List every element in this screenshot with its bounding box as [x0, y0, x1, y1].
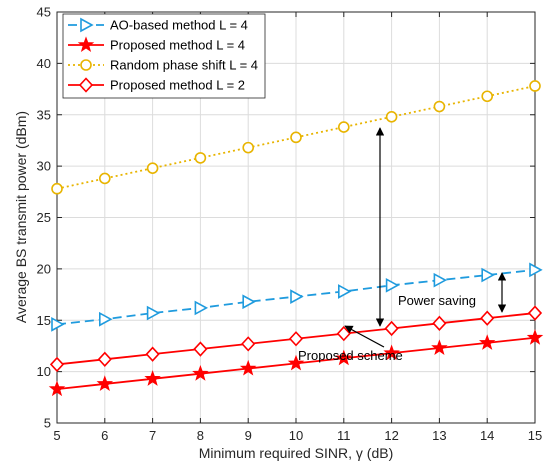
legend-box [62, 13, 266, 99]
y-tick-label: 5 [44, 416, 51, 431]
data-point [337, 121, 350, 133]
x-tick-label: 10 [289, 428, 303, 443]
y-tick-label: 40 [37, 56, 51, 71]
series-3 [49, 305, 543, 373]
data-point [99, 311, 113, 327]
data-point [242, 141, 254, 154]
series-1 [48, 329, 544, 397]
series-2 [51, 80, 541, 195]
y-tick-label: 10 [37, 364, 51, 379]
data-point [431, 339, 448, 356]
legend-label: Proposed method L = 2 [110, 78, 245, 93]
data-point [478, 334, 496, 350]
series-layer [48, 80, 544, 397]
x-tick-label: 7 [149, 428, 156, 443]
annotation-power-saving: Power saving [398, 293, 476, 308]
data-point [144, 370, 161, 386]
legend-item-0: AO-based method L = 4 [68, 18, 248, 33]
data-point [193, 341, 208, 357]
data-point [145, 346, 160, 362]
x-tick-label: 11 [337, 428, 351, 443]
data-point [194, 152, 207, 164]
series-0 [51, 262, 543, 332]
data-point [385, 111, 398, 123]
data-point [527, 305, 543, 321]
data-point [433, 272, 448, 288]
data-point [385, 277, 400, 293]
data-point [242, 294, 256, 310]
data-point [480, 310, 495, 326]
x-tick-label: 6 [101, 428, 108, 443]
legend-marker [77, 36, 95, 53]
annotation-layer: Power saving Proposed scheme [298, 127, 507, 363]
data-point [97, 351, 112, 367]
x-tick-label: 13 [432, 428, 446, 443]
series-line [56, 85, 536, 190]
data-point [51, 182, 63, 195]
data-point [49, 356, 65, 373]
data-point [529, 262, 543, 278]
legend: AO-based method L = 4 Proposed method L =… [62, 13, 266, 99]
data-point [337, 284, 352, 299]
y-tick-label: 45 [37, 5, 51, 20]
legend-label: Random phase shift L = 4 [110, 58, 258, 73]
data-point [192, 365, 209, 381]
data-point [96, 375, 114, 391]
x-tick-label: 15 [528, 428, 542, 443]
data-point [194, 300, 209, 316]
x-axis-label: Minimum required SINR, γ (dB) [199, 445, 394, 461]
legend-marker [80, 59, 92, 71]
data-point [335, 349, 353, 366]
data-point [146, 162, 159, 174]
y-tick-label: 25 [37, 210, 51, 225]
legend-marker [78, 77, 94, 93]
legend-item-2: Random phase shift L = 4 [68, 58, 258, 73]
data-point [290, 289, 304, 304]
y-tick-label: 20 [37, 261, 51, 276]
data-point [239, 359, 257, 376]
data-point [146, 305, 161, 321]
data-point [529, 80, 541, 92]
data-point [241, 336, 256, 352]
annotation-proposed-scheme: Proposed scheme [298, 348, 403, 363]
y-tick-label: 30 [37, 159, 51, 174]
x-tick-label: 9 [245, 428, 252, 443]
x-tick-label: 8 [197, 428, 204, 443]
data-point [432, 315, 447, 332]
y-axis-label: Average BS transmit power (dBm) [13, 111, 29, 323]
data-point [48, 380, 66, 397]
data-point [481, 90, 494, 103]
x-tick-label: 5 [53, 428, 60, 443]
data-point [384, 320, 399, 337]
data-point [481, 267, 495, 283]
legend-label: AO-based method L = 4 [110, 18, 248, 33]
data-point [99, 172, 111, 185]
legend-item-3: Proposed method L = 2 [68, 77, 245, 93]
data-point [526, 329, 544, 345]
y-tick-label: 15 [37, 313, 51, 328]
x-tick-label: 12 [384, 428, 398, 443]
x-tick-label: 14 [480, 428, 494, 443]
data-point [51, 317, 65, 332]
legend-item-1: Proposed method L = 4 [68, 36, 245, 53]
ticks: 5 6 7 8 9 10 11 12 13 14 15 5 10 15 20 25 30 35 40 45 [37, 5, 543, 444]
data-point [288, 331, 304, 347]
legend-marker [80, 17, 94, 33]
y-tick-label: 35 [37, 107, 51, 122]
data-point [287, 354, 305, 371]
data-point [433, 100, 446, 113]
data-point [383, 344, 400, 361]
data-point [290, 131, 302, 144]
legend-label: Proposed method L = 4 [110, 38, 245, 53]
proposed-scheme-arrow [344, 325, 385, 348]
